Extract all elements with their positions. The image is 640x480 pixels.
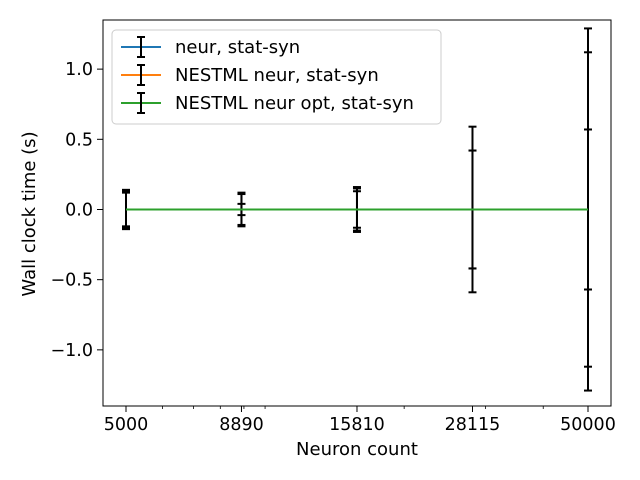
x-axis: 5000 8890 15810 28115 50000 — [104, 406, 616, 435]
plot-content — [122, 27, 592, 392]
legend-label: NESTML neur, stat-syn — [175, 65, 379, 86]
y-tick-label: 0.0 — [65, 200, 93, 220]
x-tick-label: 5000 — [104, 415, 149, 435]
legend-label: NESTML neur opt, stat-syn — [175, 93, 414, 114]
legend-item-2: NESTML neur opt, stat-syn — [121, 92, 414, 114]
y-tick-label: −1.0 — [51, 341, 94, 361]
x-tick-label: 15810 — [329, 415, 385, 435]
y-tick-label: 0.5 — [65, 130, 93, 150]
y-tick-label: 1.0 — [65, 60, 93, 80]
legend-box — [111, 29, 442, 125]
y-axis: −1.0 −0.5 0.0 0.5 1.0 — [51, 60, 103, 361]
x-axis-label: Neuron count — [296, 439, 418, 460]
y-tick-label: −0.5 — [51, 271, 94, 291]
legend-item-0: neur, stat-syn — [121, 36, 300, 58]
x-tick-label: 8890 — [219, 415, 264, 435]
legend: neur, stat-syn NESTML neur, stat-syn NESTM… — [111, 29, 442, 125]
legend-label: neur, stat-syn — [175, 37, 300, 58]
x-tick-label: 28115 — [445, 415, 501, 435]
x-tick-label: 50000 — [560, 415, 616, 435]
legend-item-1: NESTML neur, stat-syn — [121, 64, 379, 86]
y-axis-label: Wall clock time (s) — [19, 131, 40, 296]
